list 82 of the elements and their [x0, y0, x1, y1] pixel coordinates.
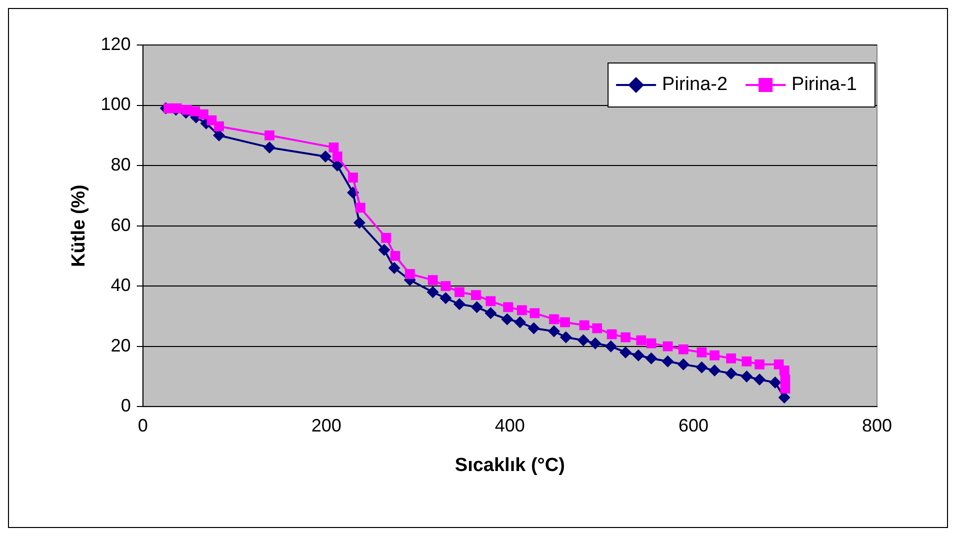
point	[198, 109, 208, 120]
y-tick-label: 100	[100, 94, 131, 114]
point	[604, 340, 617, 352]
point	[754, 373, 766, 386]
point	[440, 281, 451, 292]
y-tick-label: 60	[110, 214, 131, 235]
point	[725, 367, 738, 380]
point	[516, 305, 527, 316]
y-tick-label: 80	[110, 154, 131, 174]
point	[263, 141, 276, 154]
point	[348, 172, 358, 183]
point	[454, 287, 464, 298]
point	[426, 286, 439, 298]
point	[560, 317, 570, 328]
point	[264, 130, 274, 140]
point	[378, 244, 390, 256]
point	[779, 365, 790, 376]
point	[742, 356, 752, 366]
point	[549, 314, 559, 324]
x-axis-title: Sıcaklık (°C)	[454, 454, 565, 476]
point	[332, 152, 342, 162]
y-tick-label: 120	[100, 34, 131, 54]
point	[548, 325, 560, 338]
point	[662, 341, 673, 352]
point	[577, 334, 590, 346]
point	[530, 308, 540, 318]
point	[388, 262, 400, 274]
point	[381, 232, 391, 243]
point	[606, 329, 617, 340]
point	[740, 370, 753, 382]
point	[331, 160, 344, 172]
point	[677, 358, 690, 370]
point	[560, 331, 572, 344]
point	[620, 346, 632, 358]
point	[353, 216, 366, 229]
point	[592, 323, 602, 334]
point	[645, 352, 658, 364]
point	[620, 332, 630, 342]
point	[632, 349, 644, 362]
x-tick-label: 400	[494, 415, 525, 436]
point	[172, 103, 182, 114]
point	[589, 337, 602, 350]
y-tick-label: 20	[110, 335, 131, 356]
point	[662, 355, 674, 368]
x-tick-label: 800	[862, 415, 892, 436]
point	[696, 347, 707, 358]
x-tick-label: 0	[138, 415, 148, 436]
point	[528, 322, 540, 334]
y-tick-label: 0	[120, 396, 131, 416]
y-axis-title: Kütle (%)	[68, 184, 90, 267]
point	[471, 290, 481, 300]
point	[696, 361, 708, 374]
point	[319, 150, 332, 162]
point	[486, 296, 496, 306]
y-tick-label: 40	[110, 275, 131, 296]
point	[514, 316, 526, 328]
point	[769, 376, 782, 388]
x-tick-label: 600	[678, 415, 708, 436]
point	[503, 302, 514, 312]
point	[754, 359, 764, 370]
point	[404, 269, 415, 279]
point	[579, 320, 590, 330]
point	[428, 275, 438, 285]
point	[726, 353, 736, 364]
legend-label: Pirina-1	[792, 74, 858, 96]
point	[470, 301, 483, 314]
point	[355, 202, 366, 213]
point	[636, 335, 646, 346]
point	[710, 350, 720, 360]
legend-label: Pirina-2	[662, 74, 728, 96]
point	[646, 338, 656, 348]
point	[708, 364, 721, 376]
point	[390, 250, 400, 261]
x-tick-label: 200	[311, 415, 342, 436]
point	[678, 344, 688, 354]
point	[453, 298, 466, 310]
point	[501, 313, 514, 326]
point	[484, 307, 497, 320]
point	[214, 121, 224, 132]
point	[328, 142, 339, 152]
point	[440, 292, 452, 304]
point	[780, 384, 790, 394]
